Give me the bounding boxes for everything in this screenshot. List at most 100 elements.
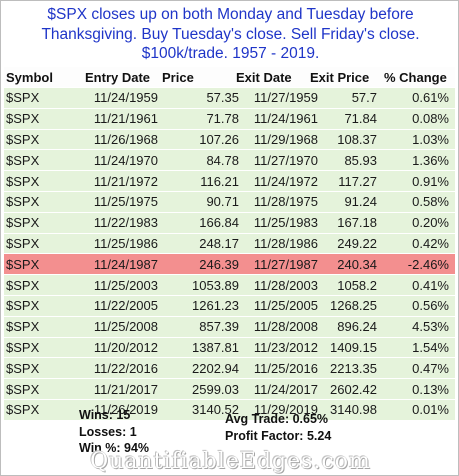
header-pct-change: % Change bbox=[384, 69, 447, 85]
cell-entry-date: 11/22/1983 bbox=[93, 215, 158, 231]
cell-symbol: $SPX bbox=[6, 194, 40, 210]
cell-pct-change: 0.42% bbox=[412, 235, 449, 251]
cell-symbol: $SPX bbox=[6, 131, 40, 147]
cell-pct-change: 0.61% bbox=[412, 90, 449, 106]
cell-entry-date: 11/25/1975 bbox=[93, 194, 158, 210]
table-row: $SPX 11/20/2012 1387.81 11/23/2012 1409.15 1.… bbox=[4, 336, 455, 358]
cell-exit-date: 11/24/1961 bbox=[253, 111, 318, 127]
cell-pct-change: 1.54% bbox=[412, 339, 449, 355]
cell-price: 246.39 bbox=[199, 256, 239, 272]
cell-exit-price: 57.7 bbox=[351, 90, 377, 106]
cell-entry-date: 11/24/1987 bbox=[93, 256, 158, 272]
cell-entry-date: 11/21/2017 bbox=[93, 381, 158, 397]
cell-entry-date: 11/26/2019 bbox=[93, 402, 158, 418]
cell-exit-date: 11/25/2005 bbox=[253, 298, 318, 314]
cell-symbol: $SPX bbox=[6, 298, 40, 314]
cell-exit-price: 108.37 bbox=[337, 131, 377, 147]
cell-exit-price: 1268.25 bbox=[330, 298, 377, 314]
cell-exit-price: 1058.2 bbox=[337, 277, 377, 293]
cell-exit-date: 11/28/2008 bbox=[253, 319, 318, 335]
table-row: $SPX 11/24/1970 84.78 11/27/1970 85.93 1.36% bbox=[4, 149, 455, 171]
cell-price: 248.17 bbox=[199, 235, 239, 251]
cell-symbol: $SPX bbox=[6, 215, 40, 231]
table-row: $SPX 11/25/2003 1053.89 11/28/2003 1058.2 0.4… bbox=[4, 274, 455, 295]
table-row: $SPX 11/24/1959 57.35 11/27/1959 57.7 0.61% bbox=[4, 87, 455, 108]
cell-price: 166.84 bbox=[199, 215, 239, 231]
cell-price: 90.71 bbox=[206, 194, 239, 210]
cell-entry-date: 11/21/1961 bbox=[93, 111, 158, 127]
watermark-logo: QuantifiableEdges.com bbox=[90, 449, 371, 474]
cell-exit-price: 91.24 bbox=[344, 194, 377, 210]
cell-price: 2599.03 bbox=[192, 381, 239, 397]
cell-exit-price: 71.84 bbox=[344, 111, 377, 127]
cell-price: 857.39 bbox=[199, 319, 239, 335]
header-exit-price: Exit Price bbox=[310, 69, 370, 85]
cell-pct-change: 0.58% bbox=[412, 194, 449, 210]
cell-exit-price: 85.93 bbox=[344, 152, 377, 168]
cell-price: 57.35 bbox=[206, 90, 239, 106]
header-exit-date: Exit Date bbox=[236, 69, 292, 85]
table-row: $SPX 11/22/1983 166.84 11/25/1983 167.18 0.20… bbox=[4, 211, 455, 233]
cell-entry-date: 11/25/2003 bbox=[93, 277, 158, 293]
cell-price: 1261.23 bbox=[192, 298, 239, 314]
summary-stats: Wins: 15 Losses: 1 Win %: 94% Avg Trade:… bbox=[1, 406, 459, 455]
cell-entry-date: 11/26/1968 bbox=[93, 131, 158, 147]
table-row-loss: $SPX 11/24/1987 246.39 11/27/1987 240.34 -2.4… bbox=[4, 253, 455, 275]
table-row: $SPX 11/21/1961 71.78 11/24/1961 71.84 0.08% bbox=[4, 107, 455, 129]
cell-exit-date: 11/25/2016 bbox=[253, 360, 318, 376]
cell-symbol: $SPX bbox=[6, 381, 40, 397]
cell-exit-date: 11/28/2003 bbox=[253, 277, 318, 293]
cell-price: 1053.89 bbox=[192, 277, 239, 293]
cell-pct-change: 0.41% bbox=[412, 277, 449, 293]
cell-symbol: $SPX bbox=[6, 402, 40, 418]
cell-symbol: $SPX bbox=[6, 235, 40, 251]
cell-entry-date: 11/24/1970 bbox=[93, 152, 158, 168]
cell-price: 3140.52 bbox=[192, 402, 239, 418]
cell-exit-date: 11/27/1987 bbox=[253, 256, 318, 272]
cell-price: 84.78 bbox=[206, 152, 239, 168]
cell-symbol: $SPX bbox=[6, 173, 40, 189]
win-pct-stat: Win %: 94% bbox=[79, 441, 150, 455]
cell-price: 116.21 bbox=[200, 173, 239, 189]
cell-exit-price: 1409.15 bbox=[330, 339, 377, 355]
cell-price: 1387.81 bbox=[192, 339, 239, 355]
cell-exit-date: 11/25/1983 bbox=[253, 215, 318, 231]
table-row: $SPX 11/21/1972 116.21 11/24/1972 117.27 0.91… bbox=[4, 170, 455, 191]
cell-pct-change: 0.91% bbox=[412, 173, 449, 189]
study-title: $SPX closes up on both Monday and Tuesda… bbox=[1, 5, 459, 64]
cell-exit-date: 11/23/2012 bbox=[253, 339, 318, 355]
trades-table: Symbol Entry Date Price Exit Date Exit P… bbox=[4, 67, 455, 420]
cell-exit-price: 117.27 bbox=[338, 173, 377, 189]
table-row: $SPX 11/26/2019 3140.52 11/29/2019 3140.98 0.… bbox=[4, 398, 455, 420]
cell-exit-price: 2213.35 bbox=[330, 360, 377, 376]
cell-price: 71.78 bbox=[206, 111, 239, 127]
table-row: $SPX 11/25/1975 90.71 11/28/1975 91.24 0.58% bbox=[4, 190, 455, 212]
table-row: $SPX 11/22/2005 1261.23 11/25/2005 1268.25 0.… bbox=[4, 294, 455, 316]
cell-pct-change: 0.20% bbox=[412, 215, 449, 231]
cell-price: 107.26 bbox=[199, 131, 239, 147]
cell-exit-date: 11/29/2019 bbox=[253, 402, 318, 418]
cell-symbol: $SPX bbox=[6, 90, 40, 106]
table-body: $SPX 11/24/1959 57.35 11/27/1959 57.7 0.61% $S… bbox=[4, 87, 455, 420]
cell-pct-change: 0.47% bbox=[412, 360, 449, 376]
avg-trade-stat: Avg Trade: 0.65% bbox=[225, 412, 329, 426]
table-header-row: Symbol Entry Date Price Exit Date Exit P… bbox=[4, 67, 455, 87]
cell-symbol: $SPX bbox=[6, 339, 40, 355]
cell-entry-date: 11/20/2012 bbox=[93, 339, 158, 355]
title-line-3: $100k/trade. 1957 - 2019. bbox=[141, 45, 320, 62]
cell-symbol: $SPX bbox=[6, 152, 40, 168]
cell-pct-change: 1.03% bbox=[412, 131, 449, 147]
cell-entry-date: 11/22/2005 bbox=[93, 298, 158, 314]
header-entry-date: Entry Date bbox=[85, 69, 151, 85]
cell-exit-date: 11/28/1975 bbox=[253, 194, 318, 210]
cell-pct-change: 0.56% bbox=[412, 298, 449, 314]
cell-entry-date: 11/22/2016 bbox=[93, 360, 158, 376]
cell-entry-date: 11/25/2008 bbox=[93, 319, 158, 335]
cell-exit-date: 11/29/1968 bbox=[253, 131, 318, 147]
table-row: $SPX 11/22/2016 2202.94 11/25/2016 2213.35 0.… bbox=[4, 357, 455, 379]
cell-pct-change: 0.13% bbox=[412, 381, 449, 397]
cell-pct-change: 4.53% bbox=[412, 319, 449, 335]
cell-symbol: $SPX bbox=[6, 319, 40, 335]
cell-symbol: $SPX bbox=[6, 111, 40, 127]
